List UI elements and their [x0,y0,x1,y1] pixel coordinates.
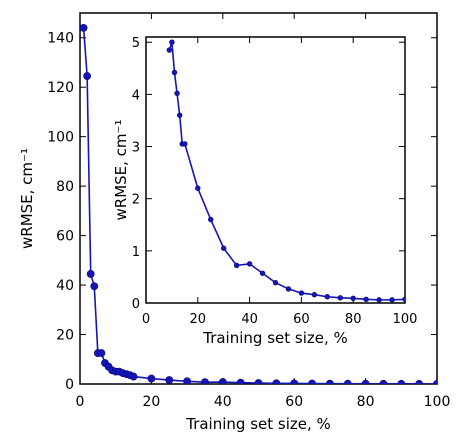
inset-x-tick-label: 60 [293,312,310,327]
inset-y-tick-label: 1 [132,245,140,260]
inset-data-point [311,291,318,298]
inset-data-point [166,47,173,53]
inset-data-point [169,39,175,45]
main-x-tick-label: 20 [142,394,160,410]
main-data-point [254,379,263,384]
inset-y-axis-label: wRMSE, cm⁻¹ [112,120,130,221]
inset-y-tick-label: 4 [132,88,140,103]
main-data-point [433,379,437,384]
main-x-tick-label: 80 [357,394,375,410]
inset-x-tick-label: 0 [142,312,150,327]
main-data-point [129,372,138,381]
main-series-group [80,23,437,384]
inset-series-group [166,39,405,303]
inset-y-tick-label: 0 [132,297,140,312]
inset-y-tick-label: 3 [132,141,140,156]
inset-data-point [171,69,178,76]
main-data-point [361,379,370,384]
main-data-point [90,282,99,291]
main-data-point [415,379,424,384]
inset-data-point [259,270,266,276]
main-data-point [147,374,156,383]
inset-data-point [182,141,188,147]
main-data-point [379,379,388,384]
main-y-tick-label: 0 [65,377,74,393]
inset-data-point [350,295,356,302]
main-data-point [165,376,174,384]
main-y-tick-label: 60 [56,229,74,245]
main-data-point [290,379,299,384]
main-data-point [201,378,209,384]
inset-frame [145,36,406,304]
main-data-point [236,378,245,384]
inset-data-point [298,290,305,296]
inset-data-point [195,185,201,191]
inset-data-point [176,112,183,118]
inset-y-tick-label: 2 [132,193,140,208]
main-data-point [326,379,334,384]
main-data-point [80,23,88,32]
main-y-tick-label: 120 [47,80,74,96]
inset-data-point [174,90,180,97]
main-x-tick-label: 60 [285,394,303,410]
main-y-tick-label: 80 [56,179,74,195]
main-data-point [397,379,406,384]
inset-data-point [389,297,395,303]
inset-data-point [402,296,405,303]
main-y-axis-label: wRMSE, cm⁻¹ [18,148,36,249]
main-y-tick-label: 40 [56,278,74,294]
main-data-point [86,270,95,278]
inset-x-tick-label: 80 [345,312,362,327]
inset-data-point [324,294,330,300]
inset-data-point [285,286,292,292]
main-data-point [272,379,281,384]
main-data-point [343,379,352,384]
main-data-point [308,379,316,384]
main-x-tick-label: 100 [424,394,451,410]
inset-data-point [363,296,369,303]
main-data-point [218,378,227,384]
inset-x-tick-label: 20 [190,312,207,327]
inset-y-tick-label: 5 [132,36,140,51]
inset-x-tick-label: 40 [241,312,258,327]
main-data-point [97,349,106,357]
inset-data-point [246,261,253,267]
inset-data-point [221,245,227,251]
inset-data-point [233,262,240,269]
main-y-tick-label: 140 [47,31,74,47]
main-x-axis-label: Training set size, % [185,415,331,433]
main-y-tick-label: 100 [47,130,74,146]
main-data-point [83,72,92,80]
inset-x-axis-label: Training set size, % [202,329,348,347]
inset-data-point [376,297,382,303]
main-y-tick-label: 20 [56,328,74,344]
main-data-point [183,377,191,384]
main-x-tick-label: 0 [76,394,85,410]
main-x-tick-label: 40 [214,394,232,410]
inset-data-point [272,279,279,286]
inset-data-point [337,295,343,301]
inset-plot: 0 20 40 60 80 100 0 1 2 3 4 5 Training set size, % wR… [112,36,417,347]
inset-x-tick-label: 100 [393,312,418,327]
inset-data-point [208,216,214,223]
